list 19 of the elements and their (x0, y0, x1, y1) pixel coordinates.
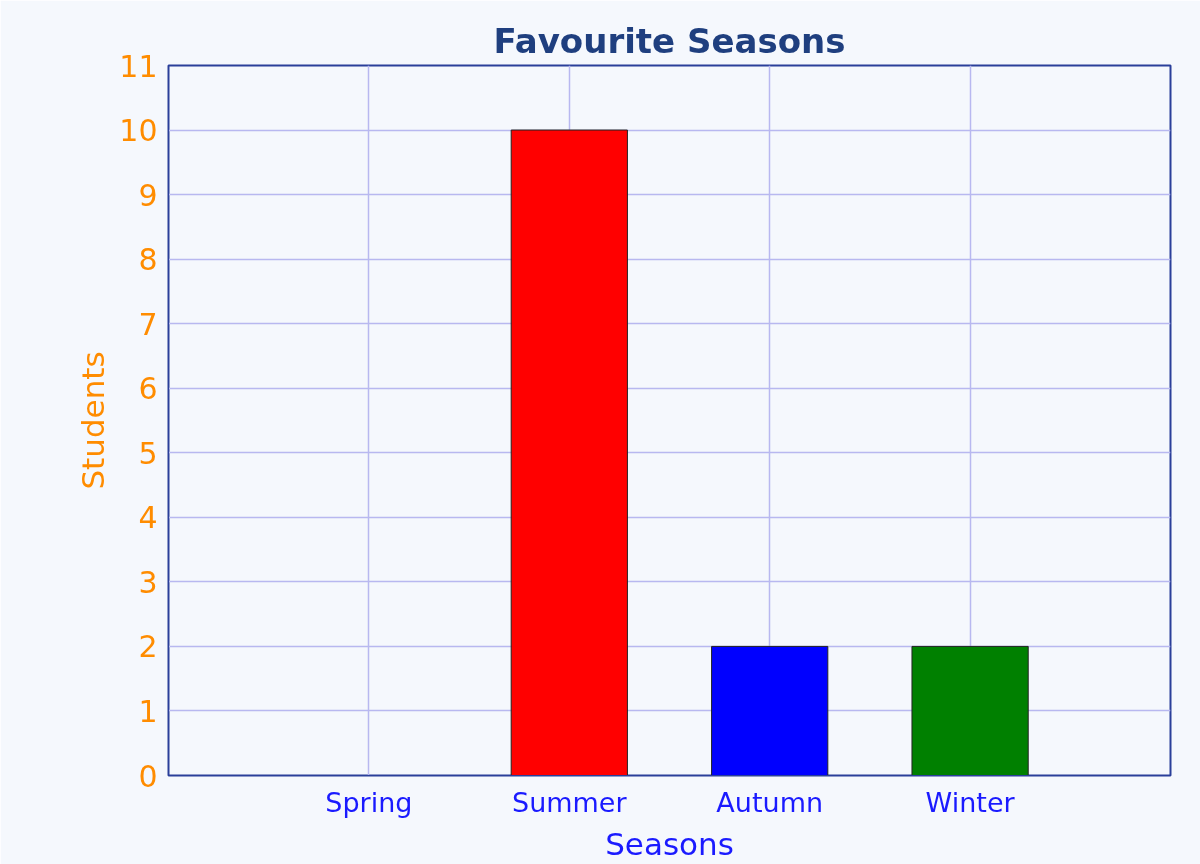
x-axis-title: Seasons (605, 825, 734, 862)
x-tick-label: Summer (512, 786, 628, 818)
y-tick-label: 7 (138, 306, 158, 342)
y-tick-label: 1 (138, 693, 158, 729)
y-tick-label: 9 (138, 177, 158, 213)
y-tick-label: 11 (119, 48, 158, 84)
y-tick-label: 3 (138, 564, 158, 600)
y-tick-label: 4 (138, 500, 158, 536)
y-axis-title: Students (75, 351, 112, 490)
x-tick-label: Spring (325, 786, 413, 818)
y-tick-label: 0 (138, 758, 158, 794)
x-tick-label: Winter (925, 786, 1016, 818)
y-tick-label: 10 (119, 113, 158, 149)
y-tick-label: 6 (138, 371, 158, 407)
y-tick-label: 8 (138, 242, 158, 278)
y-tick-label: 5 (138, 435, 158, 471)
chart-title: Favourite Seasons (493, 20, 846, 61)
x-tick-label: Autumn (716, 786, 824, 818)
y-tick-label: 2 (138, 629, 158, 665)
